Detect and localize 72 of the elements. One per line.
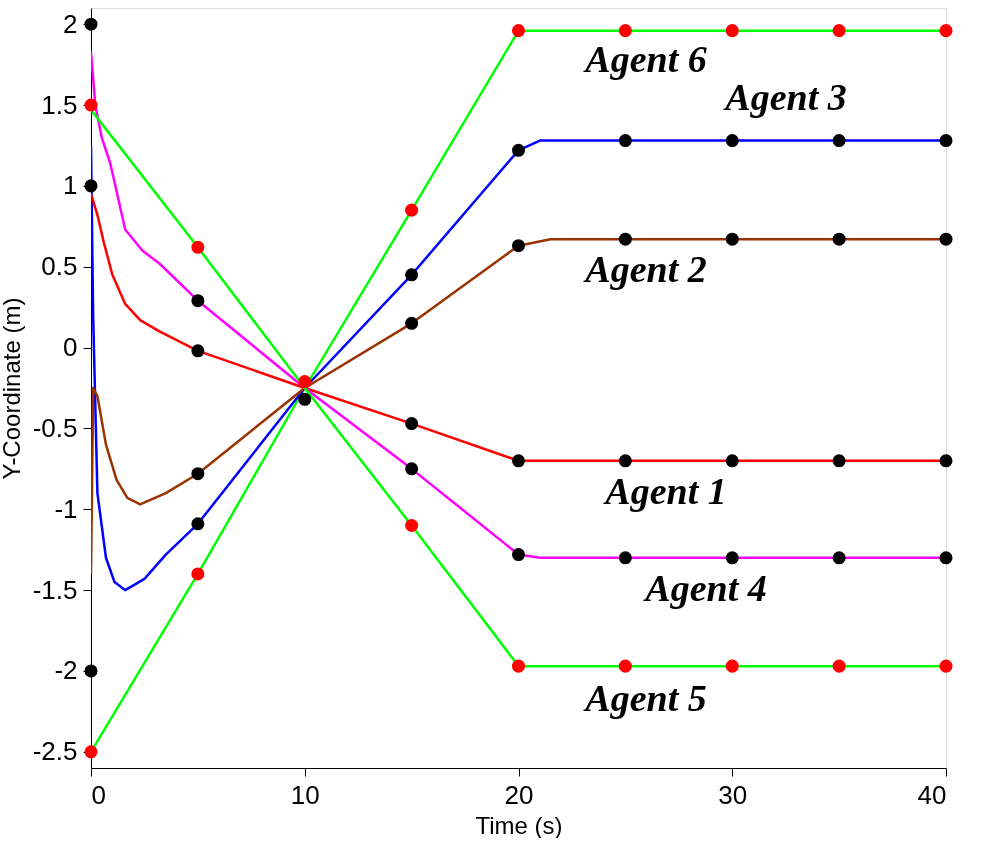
y-tick-label: -1.5 <box>32 574 78 605</box>
point <box>939 454 953 468</box>
point <box>84 664 98 678</box>
point <box>725 134 739 148</box>
point <box>618 659 632 673</box>
series-label: Agent 2 <box>583 248 707 291</box>
point <box>939 24 953 38</box>
point <box>84 745 98 759</box>
y-tick-label: 1.5 <box>41 89 78 120</box>
point <box>84 98 98 112</box>
y-tick-label: 2 <box>63 8 78 39</box>
point <box>405 417 419 431</box>
point <box>939 659 953 673</box>
point <box>405 462 419 476</box>
point <box>832 454 846 468</box>
point <box>618 24 632 38</box>
y-tick-label: -2 <box>54 655 78 686</box>
point <box>298 392 312 406</box>
point <box>511 659 526 673</box>
point <box>84 17 98 31</box>
x-tick-label: 20 <box>504 779 534 810</box>
y-tick-label: 0.5 <box>41 251 78 282</box>
series-label: Agent 3 <box>723 75 847 118</box>
point <box>191 517 205 531</box>
point <box>84 179 98 193</box>
point <box>939 551 953 565</box>
point <box>405 268 419 282</box>
point <box>511 24 526 38</box>
point <box>725 232 739 246</box>
point <box>725 24 739 38</box>
point <box>191 240 205 254</box>
point <box>298 375 312 389</box>
point <box>939 134 953 148</box>
y-axis-title: Y-Coordinate (m) <box>0 297 25 480</box>
point <box>405 316 419 330</box>
point <box>725 659 739 673</box>
y-tick-label: 0 <box>63 332 78 363</box>
x-tick-label: 30 <box>718 779 748 810</box>
point <box>832 134 846 148</box>
point <box>939 232 953 246</box>
point <box>832 24 846 38</box>
point <box>725 551 739 565</box>
point <box>191 467 205 481</box>
x-tick-label: 10 <box>290 779 320 810</box>
point <box>618 454 632 468</box>
point <box>618 232 632 246</box>
x-tick-label: 0 <box>91 779 106 810</box>
point <box>191 567 205 581</box>
point <box>832 232 846 246</box>
y-tick-label: -1 <box>54 493 78 524</box>
point <box>511 143 526 157</box>
series-label: Agent 6 <box>583 37 707 80</box>
x-tick-label: 40 <box>917 779 947 810</box>
series-label: Agent 4 <box>643 566 767 609</box>
y-tick-label: -2.5 <box>32 736 78 767</box>
point <box>618 134 632 148</box>
point <box>191 344 205 358</box>
point <box>405 518 419 532</box>
series-label: Agent 5 <box>583 677 707 720</box>
y-tick-label: 1 <box>63 170 78 201</box>
point <box>832 659 846 673</box>
point <box>511 239 526 253</box>
point <box>405 203 419 217</box>
series-label: Agent 1 <box>603 469 727 512</box>
x-axis-title: Time (s) <box>475 811 563 839</box>
point <box>511 454 526 468</box>
point <box>725 454 739 468</box>
point <box>618 551 632 565</box>
point <box>511 548 526 562</box>
y-tick-label: -0.5 <box>32 412 78 443</box>
point <box>832 551 846 565</box>
point <box>191 294 205 308</box>
